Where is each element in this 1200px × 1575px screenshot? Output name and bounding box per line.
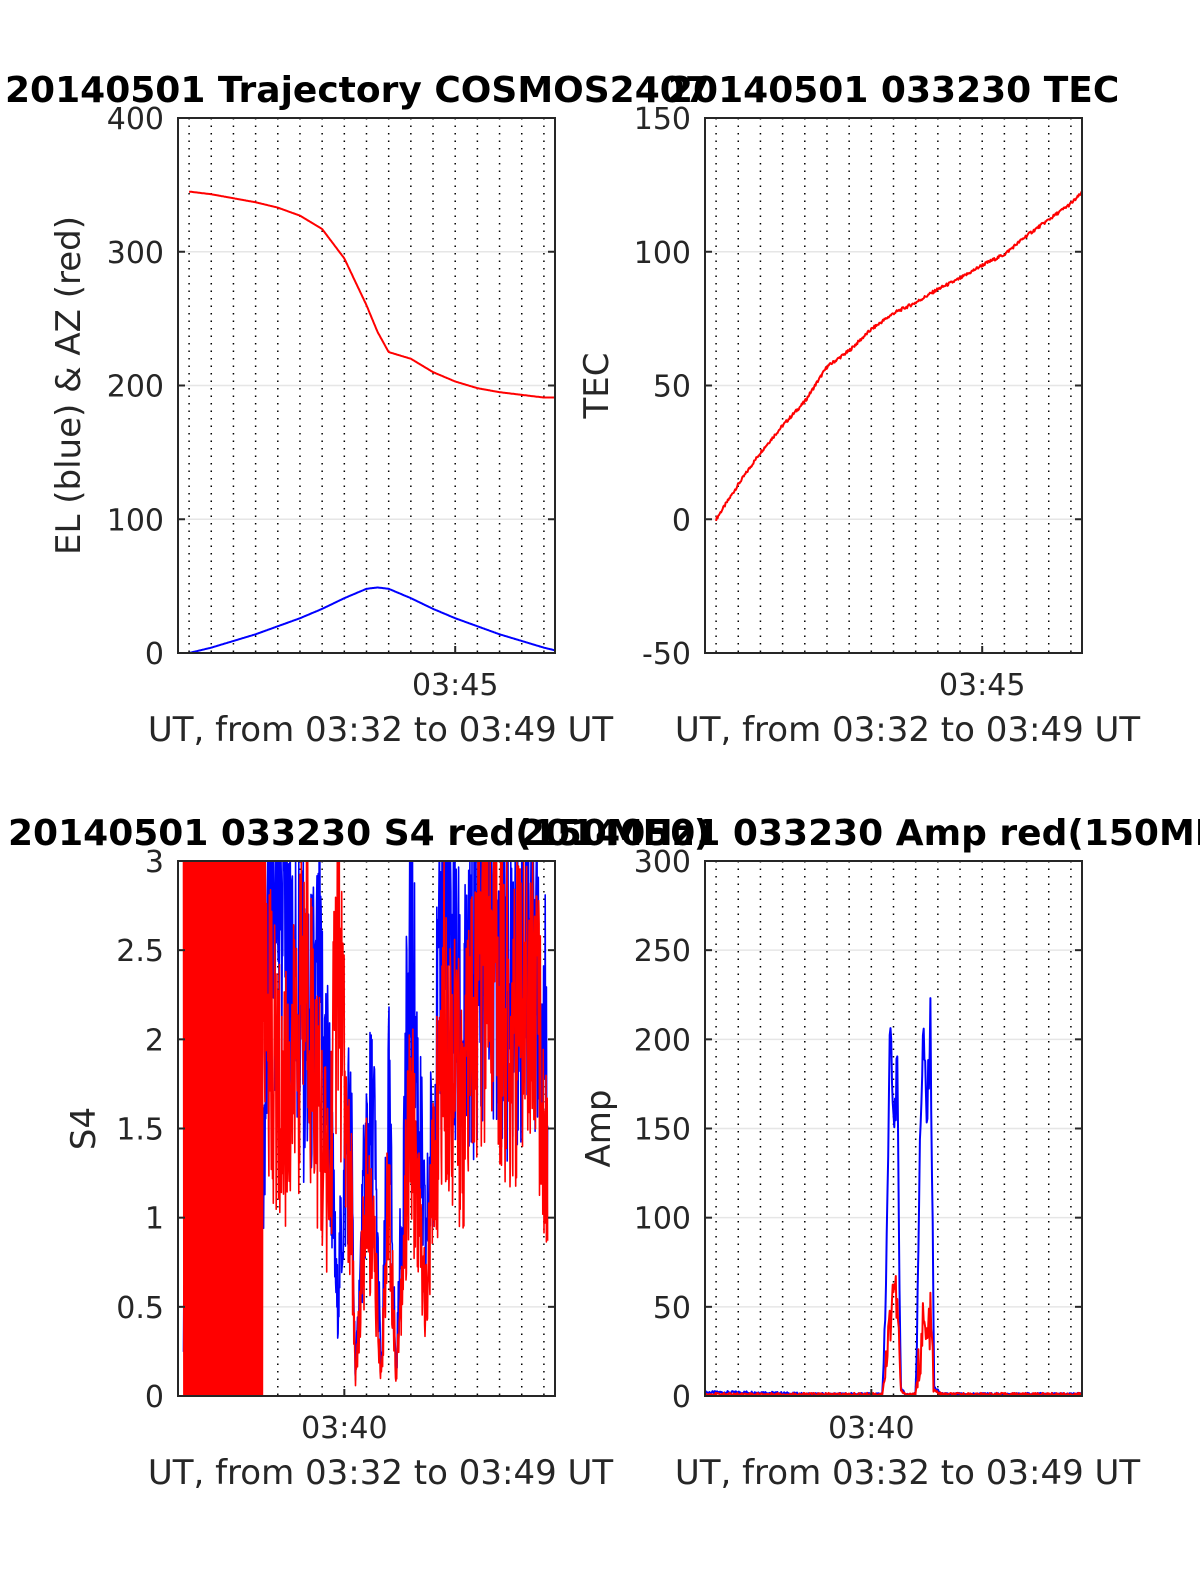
red-series-line [704,1275,1083,1397]
y-tick-label: 0.5 [116,1291,164,1326]
amp-panel: 0 50 100 150 200 250 300 03:40 UT, from 03:32 to… [520,813,1200,1493]
y-tick-label: 0 [145,1380,164,1415]
trajectory-panel: 0 100 200 300 400 03:45 UT, from 03:32 to 03:4… [5,70,710,750]
y-tick-label: 100 [634,1202,691,1237]
y-tick-label: 0 [672,1380,691,1415]
y-tick-label: 150 [634,1113,691,1148]
red-series-line [715,191,1083,522]
y-tick-label: 0 [672,503,691,538]
blue-series-line [188,586,556,654]
y-tick-label: 250 [634,934,691,969]
y-tick-label: 100 [634,236,691,271]
chart-title: 20140501 033230 Amp red(150MHz) [520,813,1200,854]
y-tick-label: 3 [145,845,164,880]
y-tick-label: 200 [634,1023,691,1058]
x-tick-label: 03:40 [301,1411,387,1446]
x-tick-label: 03:45 [412,668,498,703]
x-tick-label: 03:40 [828,1411,914,1446]
y-axis-label: TEC [577,353,617,420]
y-axis-label: Amp [579,1090,619,1168]
y-tick-label: 2 [145,1023,164,1058]
red-series-line [188,190,556,399]
y-tick-label: 300 [107,236,164,271]
y-tick-label: 1 [145,1202,164,1237]
y-tick-label: 200 [107,370,164,405]
chart-title: 20140501 033230 S4 red(150MHz) [8,813,710,854]
s4-panel: 0 0.5 1 1.5 2 2.5 3 03:40 UT, from 03:32 to 03:4… [8,813,710,1493]
x-axis-label: UT, from 03:32 to 03:49 UT [148,710,614,750]
y-tick-label: 400 [107,102,164,137]
x-axis-label: UT, from 03:32 to 03:49 UT [148,1453,614,1493]
y-tick-label: 50 [653,370,691,405]
y-tick-label: 0 [145,637,164,672]
y-tick-label: 100 [107,503,164,538]
y-tick-label: -50 [642,637,691,672]
y-tick-label: 150 [634,102,691,137]
y-tick-label: 2.5 [116,934,164,969]
x-tick-label: 03:45 [939,668,1025,703]
y-axis-label: EL (blue) & AZ (red) [49,216,89,555]
y-axis-label: S4 [64,1107,104,1150]
chart-title: 20140501 033230 TEC [668,70,1119,111]
x-axis-label: UT, from 03:32 to 03:49 UT [675,1453,1141,1493]
chart-title: 20140501 Trajectory COSMOS2407 [5,70,710,111]
x-axis-label: UT, from 03:32 to 03:49 UT [675,710,1141,750]
y-tick-label: 1.5 [116,1113,164,1148]
y-tick-label: 300 [634,845,691,880]
y-tick-label: 50 [653,1291,691,1326]
tec-panel: -50 0 50 100 150 03:45 UT, from 03:32 to 03:49… [577,70,1140,750]
